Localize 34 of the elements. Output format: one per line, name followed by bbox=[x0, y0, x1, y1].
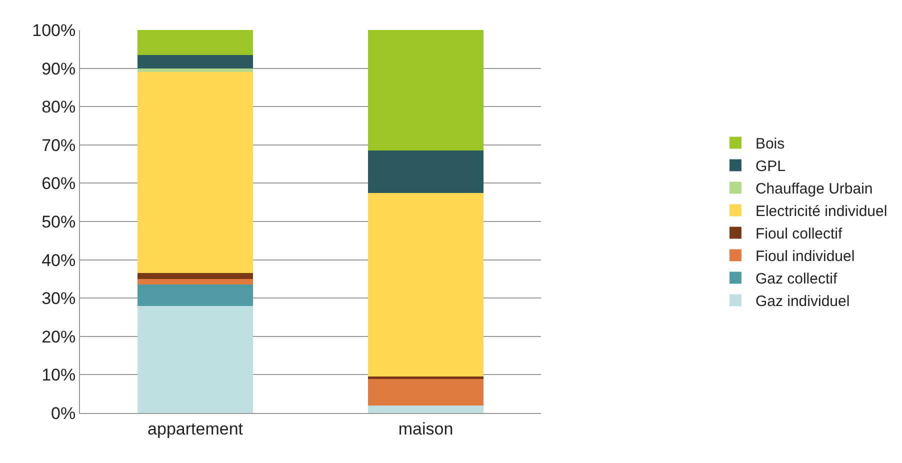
y-tick-label: 30% bbox=[42, 289, 76, 308]
bar bbox=[138, 306, 253, 413]
bar bbox=[138, 278, 253, 285]
y-tick-label: 10% bbox=[42, 366, 76, 385]
legend-label: Electricité individuel bbox=[755, 203, 888, 220]
legend-label: Gaz individuel bbox=[755, 293, 850, 310]
y-tick-label: 20% bbox=[42, 327, 76, 346]
bar bbox=[368, 378, 484, 406]
x-tick-label: appartement bbox=[148, 419, 244, 438]
legend-label: Gaz collectif bbox=[755, 270, 838, 288]
bar bbox=[368, 150, 484, 193]
y-tick-label: 0% bbox=[51, 404, 76, 423]
y-tick-label: 50% bbox=[42, 212, 76, 232]
legend-label: GPL bbox=[755, 158, 786, 176]
y-tick-label: 70% bbox=[42, 136, 76, 155]
legend-label: Fioul individuel bbox=[755, 248, 855, 266]
legend-label: Chauffage Urbain bbox=[755, 180, 873, 198]
bar bbox=[368, 30, 484, 151]
bar bbox=[368, 405, 484, 413]
y-tick-label: 90% bbox=[42, 59, 76, 78]
bar bbox=[138, 68, 253, 72]
bar bbox=[138, 284, 253, 306]
y-tick-label: 100% bbox=[32, 20, 76, 40]
x-tick-label: maison bbox=[398, 419, 454, 438]
bar bbox=[138, 30, 253, 55]
y-tick-label: 40% bbox=[42, 250, 76, 270]
bar bbox=[138, 273, 253, 279]
legend-label: Bois bbox=[755, 136, 785, 153]
y-tick-label: 60% bbox=[42, 174, 76, 194]
y-tick-label: 80% bbox=[42, 98, 76, 117]
legend-label: Fioul collectif bbox=[755, 226, 843, 243]
bar bbox=[138, 72, 253, 274]
bar bbox=[138, 54, 253, 68]
bar bbox=[368, 192, 484, 377]
